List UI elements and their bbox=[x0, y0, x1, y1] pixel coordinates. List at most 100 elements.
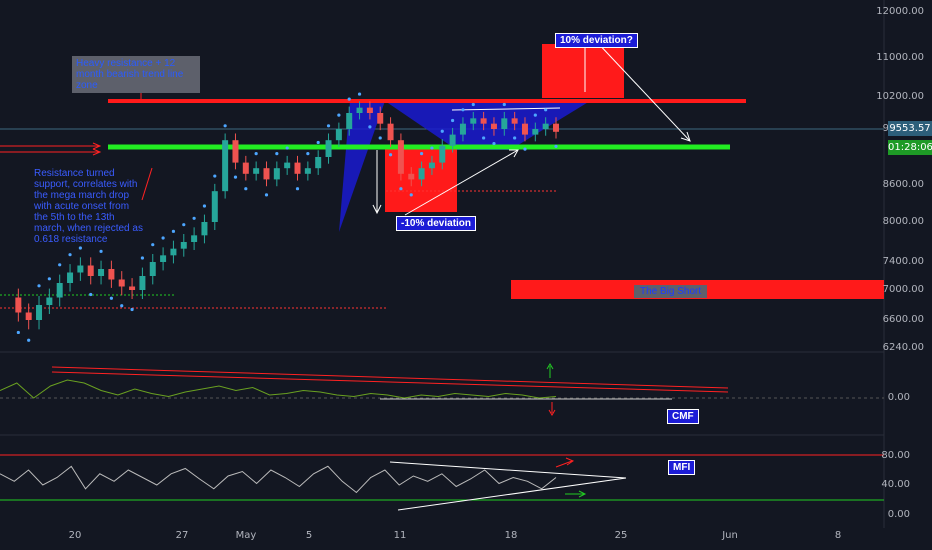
candle-body bbox=[335, 129, 342, 141]
candle-body bbox=[263, 168, 270, 180]
arrow-head bbox=[548, 409, 556, 416]
candle-body bbox=[521, 123, 528, 135]
candle-body bbox=[273, 168, 280, 180]
psar-dot bbox=[451, 118, 455, 123]
psar-dot bbox=[326, 124, 331, 128]
deviation-down-label[interactable]: -10% deviation bbox=[396, 216, 477, 231]
candle-body bbox=[129, 286, 136, 290]
time-tick-label: 20 bbox=[68, 530, 82, 541]
candle-body bbox=[46, 297, 53, 305]
psar-dot bbox=[151, 243, 155, 247]
candle-body bbox=[149, 262, 156, 276]
candle-body bbox=[222, 140, 229, 192]
psar-dot bbox=[471, 102, 475, 107]
psar-dot bbox=[182, 223, 186, 227]
heavy-resistance-note[interactable]: Heavy resistance + 12 month bearish tren… bbox=[72, 56, 200, 93]
mfi-wedge-upper bbox=[389, 461, 627, 479]
candle-body bbox=[67, 272, 74, 283]
psar-dot bbox=[275, 152, 279, 156]
psar-dot bbox=[409, 193, 413, 197]
candle-body bbox=[232, 140, 239, 163]
psar-dot bbox=[47, 277, 51, 281]
psar-dot bbox=[68, 253, 72, 257]
projection-arrow bbox=[594, 39, 691, 142]
candle-body bbox=[253, 168, 260, 174]
psar-dot bbox=[492, 141, 496, 146]
mfi-wedge-lower bbox=[397, 477, 627, 511]
trend-arrow bbox=[404, 149, 519, 216]
time-tick-label: 5 bbox=[305, 530, 313, 541]
candle-body bbox=[139, 276, 146, 290]
price-tick-label: 12000.00 bbox=[876, 6, 924, 17]
candle-body bbox=[242, 162, 249, 174]
candle-body bbox=[553, 123, 559, 132]
psar-dot bbox=[254, 152, 258, 156]
candle-body bbox=[356, 107, 363, 113]
arrow-head bbox=[92, 148, 102, 156]
candle-body bbox=[56, 283, 63, 298]
psar-dot bbox=[368, 125, 372, 129]
psar-dot bbox=[388, 153, 393, 157]
resistance-support-note[interactable]: Resistance turned support, correlates wi… bbox=[34, 168, 143, 245]
mfi-label: MFI bbox=[668, 460, 696, 475]
psar-dot bbox=[109, 296, 113, 300]
mfi-tick-label: 0.00 bbox=[887, 509, 910, 520]
price-tick-label: 11000.00 bbox=[876, 52, 924, 63]
psar-dot bbox=[223, 124, 227, 128]
time-tick-label: 27 bbox=[175, 530, 189, 541]
candle-body bbox=[428, 162, 435, 169]
psar-dot bbox=[16, 330, 20, 335]
candle-body bbox=[325, 140, 332, 157]
psar-dot bbox=[89, 292, 93, 297]
cmf-tick-label: 0.00 bbox=[887, 392, 910, 403]
blue-triangle-right bbox=[385, 101, 590, 150]
psar-dot bbox=[399, 187, 403, 191]
psar-dot bbox=[295, 187, 300, 191]
candle-body bbox=[87, 265, 94, 276]
psar-dot bbox=[533, 113, 537, 117]
deviation-up-label[interactable]: 10% deviation? bbox=[555, 33, 638, 48]
candle-body bbox=[98, 269, 105, 276]
arrow-head bbox=[509, 149, 519, 158]
candle-body bbox=[25, 312, 32, 320]
psar-dot bbox=[37, 284, 41, 288]
psar-dot bbox=[244, 187, 248, 191]
psar-dot bbox=[202, 204, 207, 208]
candle-body bbox=[77, 265, 84, 273]
psar-dot bbox=[285, 146, 289, 150]
candle-body bbox=[449, 134, 456, 146]
psar-dot bbox=[554, 144, 558, 148]
candle-body bbox=[408, 173, 415, 180]
arrow-head bbox=[546, 363, 554, 370]
cmf-label: CMF bbox=[667, 409, 699, 424]
mfi-tick-label: 40.00 bbox=[881, 479, 910, 490]
psar-dot bbox=[58, 263, 62, 267]
arrow-line bbox=[141, 167, 153, 201]
candle-body bbox=[170, 248, 177, 256]
big-short-label[interactable]: The Big Short bbox=[634, 285, 708, 298]
candle-body bbox=[160, 255, 167, 262]
psar-dot bbox=[99, 249, 103, 253]
candle-body bbox=[108, 269, 115, 280]
arrow-head bbox=[92, 142, 102, 150]
psar-dot bbox=[130, 307, 134, 312]
candle-body bbox=[180, 242, 187, 249]
arrow-head bbox=[680, 131, 691, 142]
mfi-tick-label: 80.00 bbox=[881, 450, 910, 461]
candle-body bbox=[480, 118, 487, 124]
candle-body bbox=[118, 279, 125, 287]
time-tick-label: Jun bbox=[722, 530, 738, 541]
cmf-line bbox=[0, 379, 557, 399]
psar-dot bbox=[264, 193, 269, 197]
red-zone-rect bbox=[385, 147, 457, 212]
cmf-trend-line bbox=[51, 366, 729, 389]
psar-dot bbox=[78, 246, 82, 250]
psar-dot bbox=[213, 174, 217, 178]
current-price-tag: 9553.57 bbox=[888, 121, 932, 136]
candle-body bbox=[418, 168, 425, 180]
psar-dot bbox=[440, 129, 444, 133]
candle-body bbox=[377, 113, 384, 124]
psar-dot bbox=[482, 136, 486, 140]
candle-body bbox=[36, 305, 43, 320]
blue-triangle-left bbox=[339, 101, 385, 232]
